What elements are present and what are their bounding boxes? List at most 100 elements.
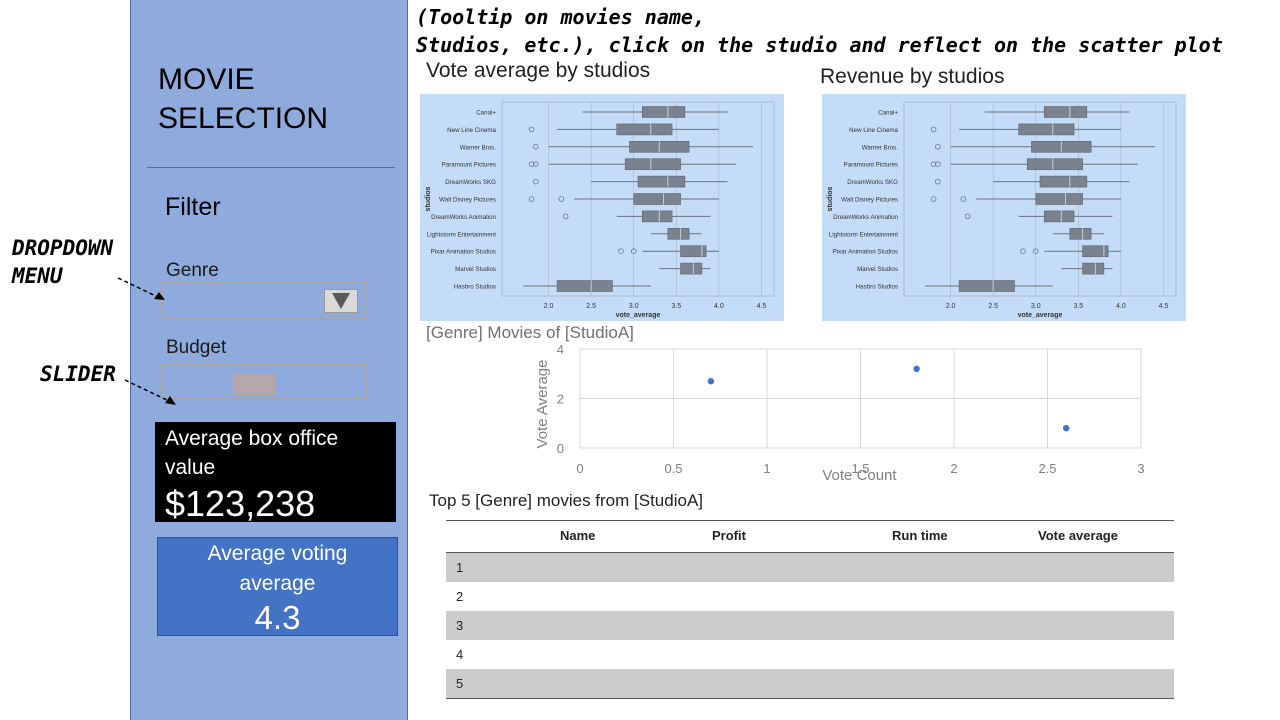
y-tick-label: Hasbro Studios — [856, 284, 898, 291]
outlier-point — [533, 178, 539, 185]
box — [616, 123, 673, 136]
y-axis-label: Vote Average — [534, 360, 551, 449]
table-row[interactable]: 3 — [446, 611, 1174, 640]
box — [633, 193, 681, 205]
y-tick-label: DreamWorks SKG — [445, 179, 496, 186]
outlier-point — [930, 196, 937, 202]
box — [1043, 210, 1075, 223]
app-title-line1: MOVIE — [158, 63, 255, 96]
plot-frame — [903, 101, 1177, 297]
x-tick-label: 1 — [763, 461, 770, 476]
y-tick-label: New Line Cinema — [447, 127, 496, 134]
annotation-slider: SLIDER — [40, 362, 116, 386]
outlier-point — [935, 161, 941, 167]
y-tick-label: DreamWorks Animation — [833, 214, 898, 221]
outlier-point — [930, 126, 937, 133]
vote-average-boxplot[interactable]: 2.0 2.5 3.0 3.5 4.0 4.5 Canal+ New Line Cinema W… — [420, 94, 784, 321]
x-axis-label: vote_average — [616, 312, 661, 319]
kpi-voting-label-line1: Average voting — [207, 542, 348, 565]
table-title: Top 5 [Genre] movies from [StudioA] — [429, 491, 704, 510]
outlier-point — [964, 213, 971, 220]
outlier-point — [960, 196, 967, 202]
box — [641, 210, 673, 223]
kpi-average-voting: Average voting average 4.3 — [157, 537, 398, 636]
vote-average-chart-title: Vote average by studios — [426, 59, 651, 82]
table-header: Name Profit Run time Vote average — [446, 521, 1174, 553]
row-number: 4 — [456, 647, 464, 662]
y-tick-label: 2 — [557, 392, 564, 407]
x-tick-label: 2.0 — [544, 303, 554, 310]
y-tick-label: 0 — [557, 441, 564, 456]
scatter-point — [1063, 425, 1070, 432]
box — [1082, 262, 1105, 275]
x-tick-label: 3 — [1137, 461, 1144, 476]
box — [667, 228, 690, 240]
sidebar-divider — [147, 167, 395, 168]
budget-slider-thumb[interactable] — [232, 373, 275, 395]
y-tick-label: New Line Cinema — [849, 127, 898, 134]
filter-heading: Filter — [165, 193, 221, 221]
outlier-point — [562, 213, 569, 220]
outlier-point — [935, 178, 941, 185]
y-tick-label: Paramount Pictures — [442, 162, 496, 169]
table-row[interactable]: 2 — [446, 582, 1174, 611]
y-tick-label: Lightstorm Entertainment — [829, 231, 898, 238]
scatter-plot[interactable]: 0 0.5 1 1.5 2 2.5 3 0 2 4 Vote Count Vote Average — [420, 338, 1180, 488]
annotation-tooltip-line1: (Tooltip on movies name, — [416, 5, 705, 29]
genre-dropdown[interactable] — [162, 282, 368, 320]
y-tick-label: Warner Bros. — [862, 144, 898, 151]
outlier-point — [528, 196, 535, 202]
annotation-dropdown-line2: MENU — [12, 264, 63, 288]
vote-average-boxplot-panel: 2.0 2.5 3.0 3.5 4.0 4.5 Canal+ New Line Cinema W… — [420, 94, 784, 321]
scatter-point — [913, 365, 920, 372]
row-number: 3 — [456, 618, 464, 633]
budget-label: Budget — [166, 337, 227, 358]
x-tick-label: 3.0 — [629, 303, 639, 310]
table-row[interactable]: 4 — [446, 640, 1174, 669]
box — [1082, 245, 1109, 257]
kpi-voting-label-line2: average — [239, 572, 316, 595]
y-tick-label: Walt Disney Pictures — [439, 197, 496, 204]
x-tick-label: 4.0 — [714, 303, 724, 310]
outlier-point — [935, 143, 941, 150]
box — [641, 106, 686, 118]
annotation-arrows — [117, 277, 176, 405]
outlier-point — [930, 161, 937, 167]
budget-slider[interactable] — [162, 364, 368, 400]
x-tick-label: 3.0 — [1031, 303, 1041, 310]
chevron-down-icon[interactable] — [324, 289, 358, 313]
x-tick-label: 2.5 — [1038, 461, 1056, 476]
x-axis-label: vote_average — [1018, 312, 1063, 319]
outlier-point — [1032, 248, 1039, 255]
slider-arrow-line — [124, 379, 172, 403]
table-row[interactable]: 5 — [446, 669, 1174, 698]
annotation-dropdown-line1: DROPDOWN — [12, 236, 114, 260]
y-tick-label: DreamWorks SKG — [847, 179, 898, 186]
revenue-chart-title: Revenue by studios — [820, 65, 1005, 88]
col-header-run-time: Run time — [892, 528, 948, 543]
revenue-boxplot-panel: 2.0 2.5 3.0 3.5 4.0 4.5 Canal+ New Line Cinema W… — [822, 94, 1186, 321]
box — [1035, 193, 1083, 205]
box — [1043, 106, 1088, 118]
y-tick-label: Pixar Animation Studios — [431, 249, 496, 256]
x-tick-label: 3.5 — [1073, 303, 1083, 310]
revenue-boxplot[interactable]: 2.0 2.5 3.0 3.5 4.0 4.5 Canal+ New Line Cinema W… — [822, 94, 1186, 321]
outlier-point — [618, 248, 624, 255]
y-axis-label: studios — [425, 186, 432, 211]
app-title-line2: SELECTION — [158, 102, 329, 135]
outlier-point — [528, 161, 535, 167]
x-tick-label: 2.5 — [586, 303, 596, 310]
row-number: 5 — [456, 676, 464, 691]
table-row[interactable]: 1 — [446, 553, 1174, 582]
annotation-tooltip-line2: Studios, etc.), click on the studio and … — [416, 33, 1223, 57]
col-header-profit: Profit — [712, 528, 746, 543]
annotation-tooltip-note: (Tooltip on movies name, Studios, etc.),… — [416, 3, 1223, 59]
box — [680, 262, 703, 275]
y-tick-label: Hasbro Studios — [454, 284, 496, 291]
outlier-point — [533, 143, 539, 150]
y-tick-label: Warner Bros. — [460, 144, 496, 151]
kpi-box-office-value: $123,238 — [165, 483, 316, 524]
dropdown-arrow-line — [117, 277, 161, 299]
x-tick-label: 2.0 — [946, 303, 956, 310]
plot-frame — [501, 101, 775, 297]
